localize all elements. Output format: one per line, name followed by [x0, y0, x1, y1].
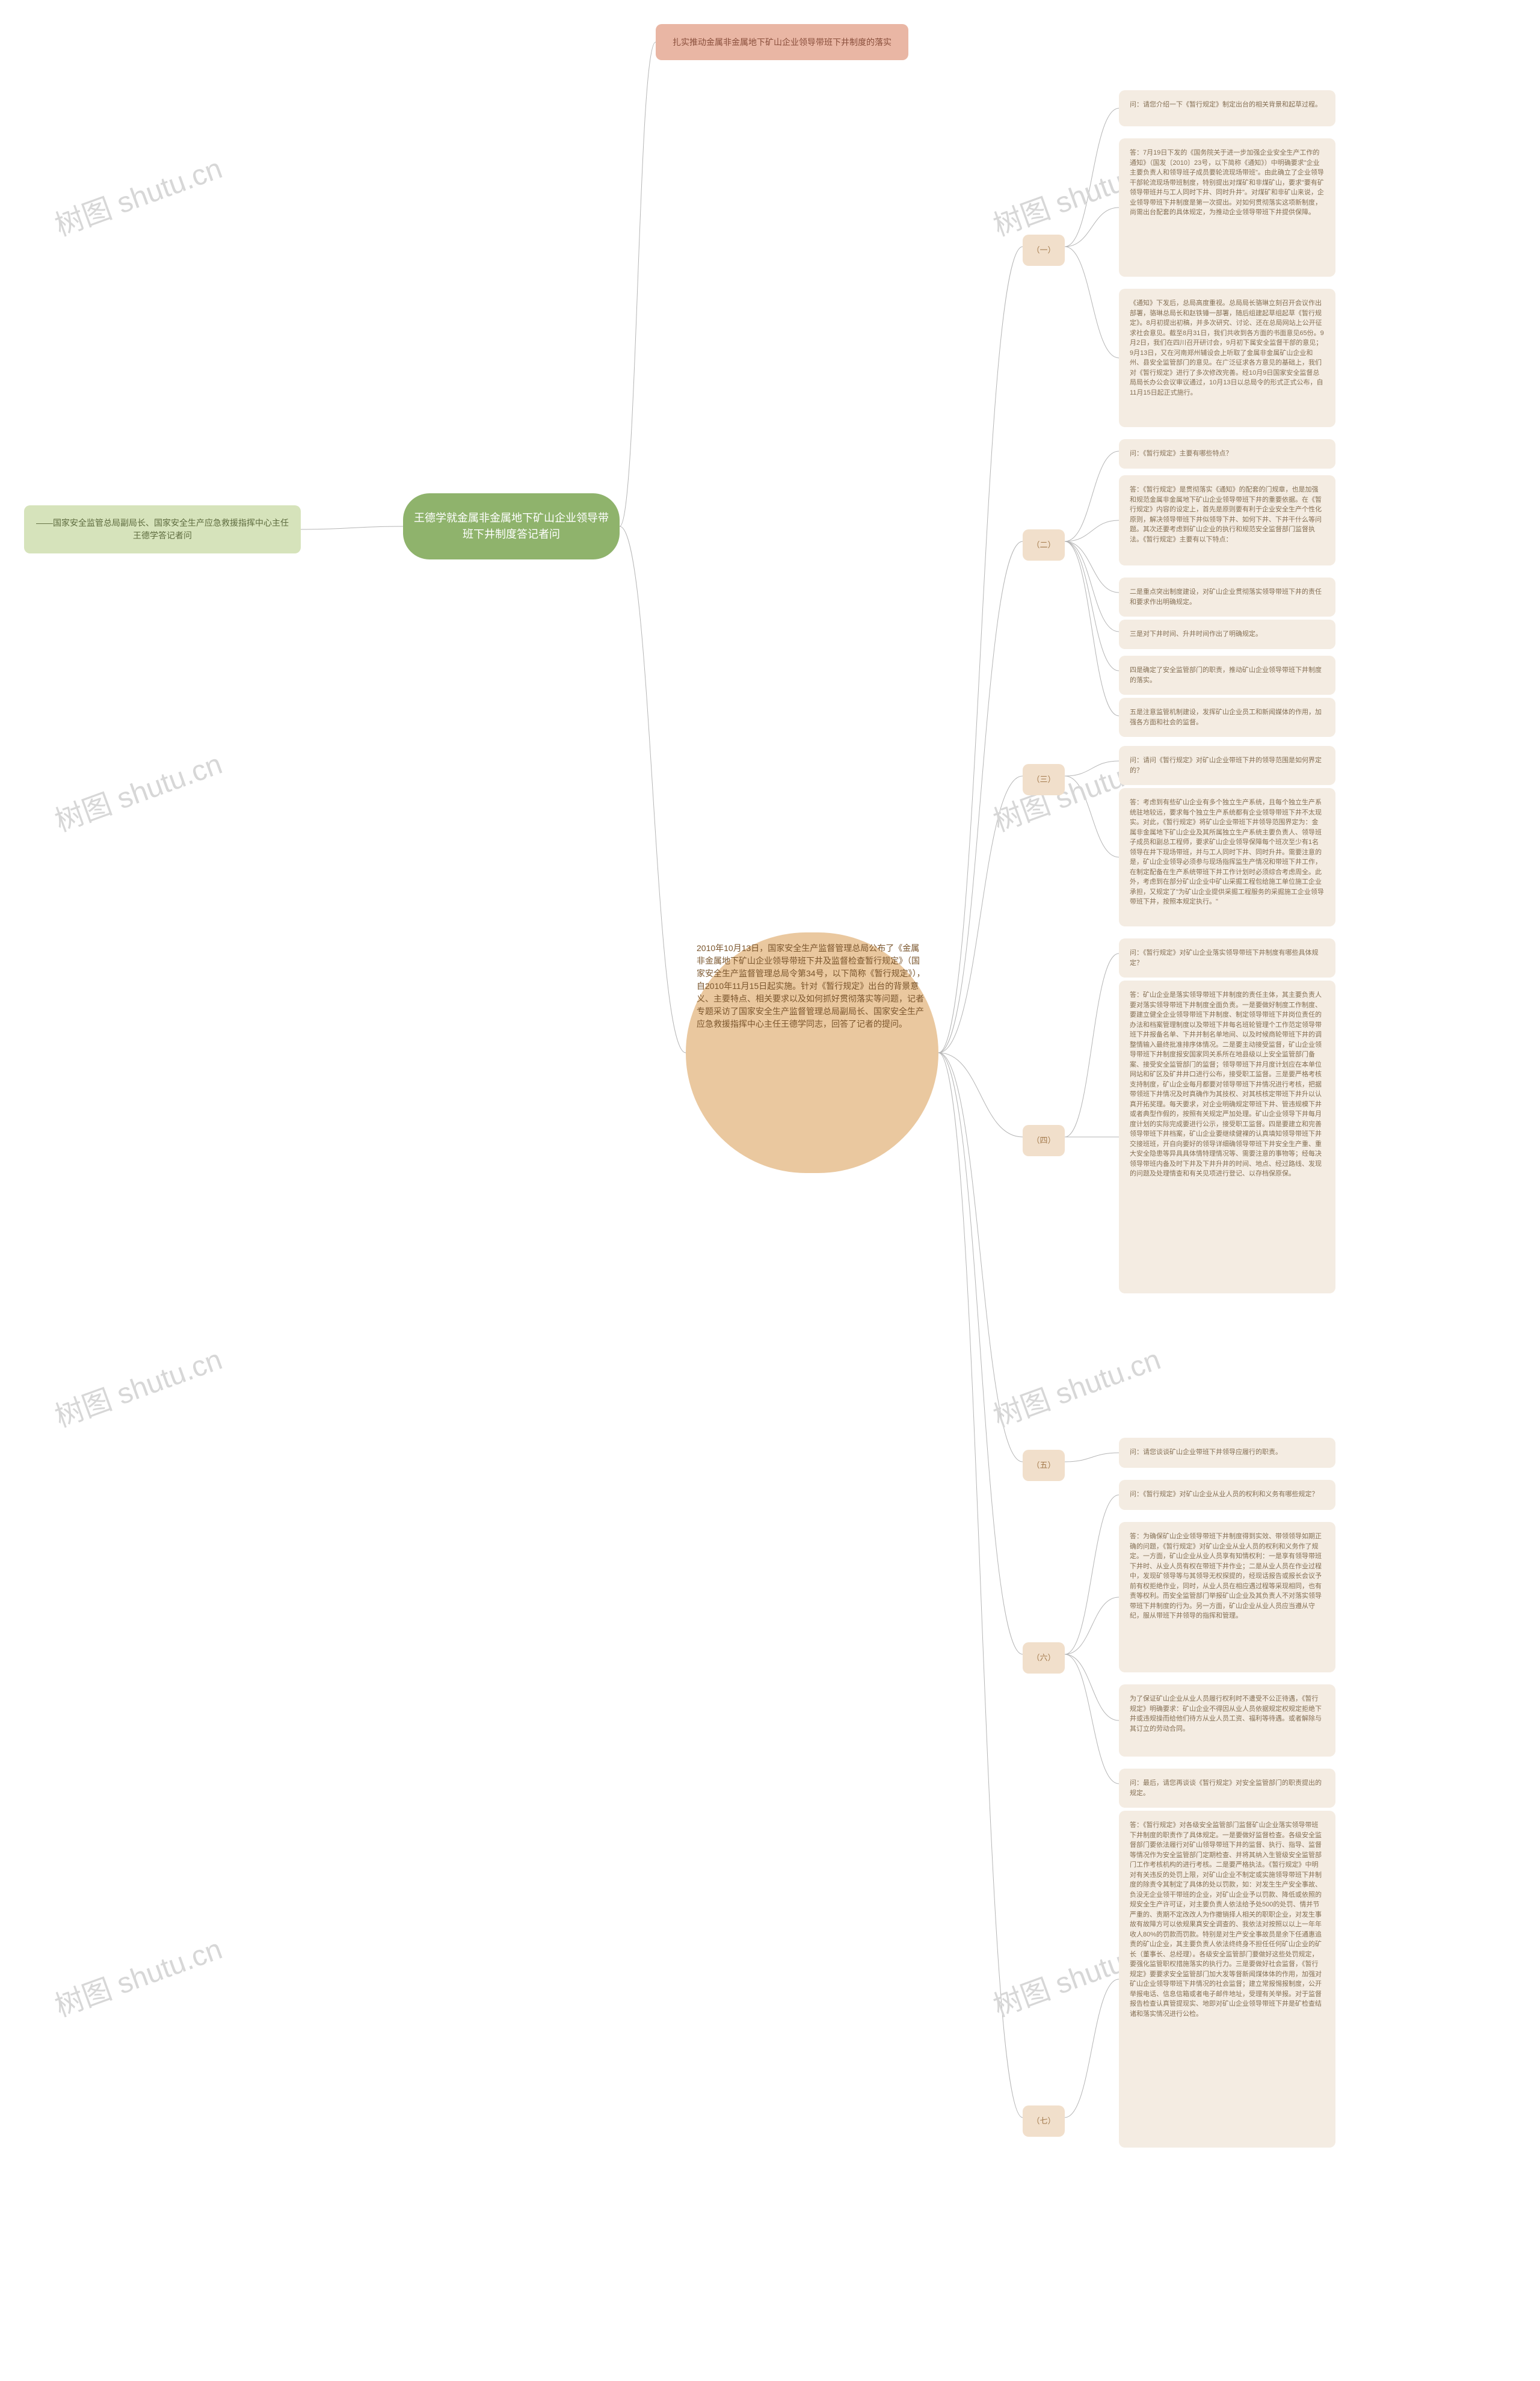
- node-s1b: 答：7月19日下发的《国务院关于进一步加强企业安全生产工作的通知》（国发〔201…: [1119, 138, 1335, 277]
- edge-main-sec4: [938, 1053, 1023, 1137]
- node-s2a: 问：《暂行规定》主要有哪些特点？: [1119, 439, 1335, 469]
- node-text: 问：请您谈谈矿山企业带班下井领导应履行的职责。: [1130, 1449, 1282, 1456]
- node-text: （二）: [1032, 539, 1056, 551]
- node-text: 2010年10月13日，国家安全生产监督管理总局公布了《金属非金属地下矿山企业领…: [697, 943, 925, 1029]
- node-text: 答：7月19日下发的《国务院关于进一步加强企业安全生产工作的通知》（国发〔201…: [1130, 149, 1324, 216]
- node-text: 问：请问《暂行规定》对矿山企业带班下井的领导范围是如何界定的？: [1130, 757, 1322, 774]
- node-s6b: 答：为确保矿山企业领导带班下井制度得到实效、带领领导如期正确的问题，《暂行规定》…: [1119, 1522, 1335, 1672]
- edge-sec2-s2b: [1065, 520, 1119, 541]
- node-sec7: （七）: [1023, 2105, 1065, 2137]
- watermark-text: 树图 shutu.cn: [48, 1336, 227, 1435]
- edge-main-sec7: [938, 1053, 1023, 2118]
- node-text: （四）: [1032, 1135, 1056, 1147]
- node-text: 答：为确保矿山企业领导带班下井制度得到实效、带领领导如期正确的问题，《暂行规定》…: [1130, 1533, 1322, 1619]
- node-text: 《通知》下发后，总局高度重视。总局局长骆琳立刻召开会议作出部署，骆琳总局长和赵铁…: [1130, 300, 1324, 396]
- node-sec5: （五）: [1023, 1450, 1065, 1481]
- node-text: 五是注意监管机制建设，发挥矿山企业员工和新闻媒体的作用，加强各方面和社会的监督。: [1130, 709, 1322, 726]
- node-s6d: 问：最后，请您再谈谈《暂行规定》对安全监管部门的职责提出的规定。: [1119, 1769, 1335, 1808]
- node-text: ——国家安全监管总局副局长、国家安全生产应急救援指挥中心主任王德学答记者问: [35, 517, 290, 542]
- watermark-text: 树图 shutu.cn: [48, 741, 227, 840]
- node-text: 问：《暂行规定》对矿山企业落实领导带班下井制度有哪些具体规定？: [1130, 949, 1319, 967]
- node-text: 问：最后，请您再谈谈《暂行规定》对安全监管部门的职责提出的规定。: [1130, 1779, 1322, 1797]
- edge-sec2-s2f: [1065, 541, 1119, 716]
- node-s6a: 问：《暂行规定》对矿山企业从业人员的权利和义务有哪些规定？: [1119, 1480, 1335, 1510]
- edge-sec1-s1a: [1065, 108, 1119, 247]
- edge-main-sec1: [938, 247, 1023, 1053]
- edge-center-top: [620, 42, 656, 526]
- node-sec2: （二）: [1023, 529, 1065, 561]
- node-text: 问：《暂行规定》主要有哪些特点？: [1130, 450, 1233, 457]
- node-s7a: 答：《暂行规定》对各级安全监管部门监督矿山企业落实领导带班下井制度的职责作了具体…: [1119, 1811, 1335, 2148]
- node-text: （三）: [1032, 774, 1056, 786]
- node-text: 答：《暂行规定》对各级安全监管部门监督矿山企业落实领导带班下井制度的职责作了具体…: [1130, 1822, 1322, 2018]
- node-root: ——国家安全监管总局副局长、国家安全生产应急救援指挥中心主任王德学答记者问: [24, 505, 301, 553]
- edge-main-sec3: [938, 776, 1023, 1053]
- edge-sec1-s1b: [1065, 208, 1119, 247]
- node-text: （六）: [1032, 1652, 1056, 1664]
- edge-sec3-s3b: [1065, 776, 1119, 857]
- edge-sec2-s2e: [1065, 541, 1119, 671]
- node-s2d: 三是对下井时间、升井时间作出了明确规定。: [1119, 620, 1335, 649]
- node-text: 王德学就金属非金属地下矿山企业领导带班下井制度答记者问: [414, 510, 609, 543]
- edge-sec2-s2d: [1065, 541, 1119, 632]
- edge-sec6-s6b: [1065, 1597, 1119, 1654]
- watermark-text: 树图 shutu.cn: [48, 145, 227, 244]
- node-s2e: 四是确定了安全监管部门的职责，推动矿山企业领导带班下井制度的落实。: [1119, 656, 1335, 695]
- node-text: 答：《暂行规定》是贯彻落实《通知》的配套的门规章，也是加强和规范金属非金属地下矿…: [1130, 486, 1322, 543]
- node-sec1: （一）: [1023, 235, 1065, 266]
- node-sec6: （六）: [1023, 1642, 1065, 1674]
- node-text: 三是对下井时间、升井时间作出了明确规定。: [1130, 630, 1262, 638]
- edge-sec3-s3a: [1065, 761, 1119, 776]
- node-s4b: 答：矿山企业是落实领导带班下井制度的责任主体，其主要负责人要对落实领导带班下井制…: [1119, 981, 1335, 1293]
- edge-sec7-s7a: [1065, 1979, 1119, 2118]
- node-s5a: 问：请您谈谈矿山企业带班下井领导应履行的职责。: [1119, 1438, 1335, 1468]
- node-text: 扎实推动金属非金属地下矿山企业领导带班下井制度的落实: [673, 36, 892, 49]
- node-text: 答：考虑到有些矿山企业有多个独立生产系统，且每个独立生产系统驻地较远，要求每个独…: [1130, 799, 1324, 905]
- node-text: 二是重点突出制度建设，对矿山企业贯彻落实领导带班下井的责任和要求作出明确规定。: [1130, 588, 1322, 606]
- node-sec3: （三）: [1023, 764, 1065, 795]
- node-s6c: 为了保证矿山企业从业人员履行权利时不遭受不公正待遇，《暂行规定》明确要求：矿山企…: [1119, 1684, 1335, 1757]
- edge-main-sec2: [938, 541, 1023, 1053]
- node-s3a: 问：请问《暂行规定》对矿山企业带班下井的领导范围是如何界定的？: [1119, 746, 1335, 785]
- node-s2c: 二是重点突出制度建设，对矿山企业贯彻落实领导带班下井的责任和要求作出明确规定。: [1119, 578, 1335, 617]
- node-text: （五）: [1032, 1459, 1056, 1471]
- node-s3b: 答：考虑到有些矿山企业有多个独立生产系统，且每个独立生产系统驻地较远，要求每个独…: [1119, 788, 1335, 926]
- edge-sec1-s1c: [1065, 247, 1119, 358]
- node-s2b: 答：《暂行规定》是贯彻落实《通知》的配套的门规章，也是加强和规范金属非金属地下矿…: [1119, 475, 1335, 565]
- watermark-text: 树图 shutu.cn: [48, 1926, 227, 2025]
- node-main: 2010年10月13日，国家安全生产监督管理总局公布了《金属非金属地下矿山企业领…: [686, 932, 938, 1173]
- node-text: 为了保证矿山企业从业人员履行权利时不遭受不公正待遇，《暂行规定》明确要求：矿山企…: [1130, 1695, 1322, 1733]
- edge-sec2-s2c: [1065, 541, 1119, 593]
- edge-sec6-s6a: [1065, 1495, 1119, 1654]
- node-text: （一）: [1032, 244, 1056, 256]
- node-text: 问：《暂行规定》对矿山企业从业人员的权利和义务有哪些规定？: [1130, 1491, 1319, 1498]
- node-text: 四是确定了安全监管部门的职责，推动矿山企业领导带班下井制度的落实。: [1130, 667, 1322, 684]
- edge-root-center: [301, 526, 403, 529]
- edge-sec5-s5a: [1065, 1453, 1119, 1462]
- node-center: 王德学就金属非金属地下矿山企业领导带班下井制度答记者问: [403, 493, 620, 559]
- edge-sec6-s6d: [1065, 1654, 1119, 1784]
- edge-sec4-s4a: [1065, 953, 1119, 1137]
- node-text: 问：请您介绍一下《暂行规定》制定出台的相关背景和起草过程。: [1130, 101, 1322, 108]
- node-s1c: 《通知》下发后，总局高度重视。总局局长骆琳立刻召开会议作出部署，骆琳总局长和赵铁…: [1119, 289, 1335, 427]
- node-s4a: 问：《暂行规定》对矿山企业落实领导带班下井制度有哪些具体规定？: [1119, 938, 1335, 978]
- node-s1a: 问：请您介绍一下《暂行规定》制定出台的相关背景和起草过程。: [1119, 90, 1335, 126]
- edge-main-sec6: [938, 1053, 1023, 1654]
- node-text: （七）: [1032, 2115, 1056, 2127]
- node-s2f: 五是注意监管机制建设，发挥矿山企业员工和新闻媒体的作用，加强各方面和社会的监督。: [1119, 698, 1335, 737]
- edge-sec6-s6c: [1065, 1654, 1119, 1720]
- edge-main-sec5: [938, 1053, 1023, 1462]
- node-text: 答：矿山企业是落实领导带班下井制度的责任主体，其主要负责人要对落实领导带班下井制…: [1130, 991, 1322, 1177]
- watermark-text: 树图 shutu.cn: [987, 1336, 1165, 1435]
- node-sec4: （四）: [1023, 1125, 1065, 1156]
- node-top: 扎实推动金属非金属地下矿山企业领导带班下井制度的落实: [656, 24, 908, 60]
- edge-sec2-s2a: [1065, 451, 1119, 541]
- edge-center-main: [620, 526, 686, 1053]
